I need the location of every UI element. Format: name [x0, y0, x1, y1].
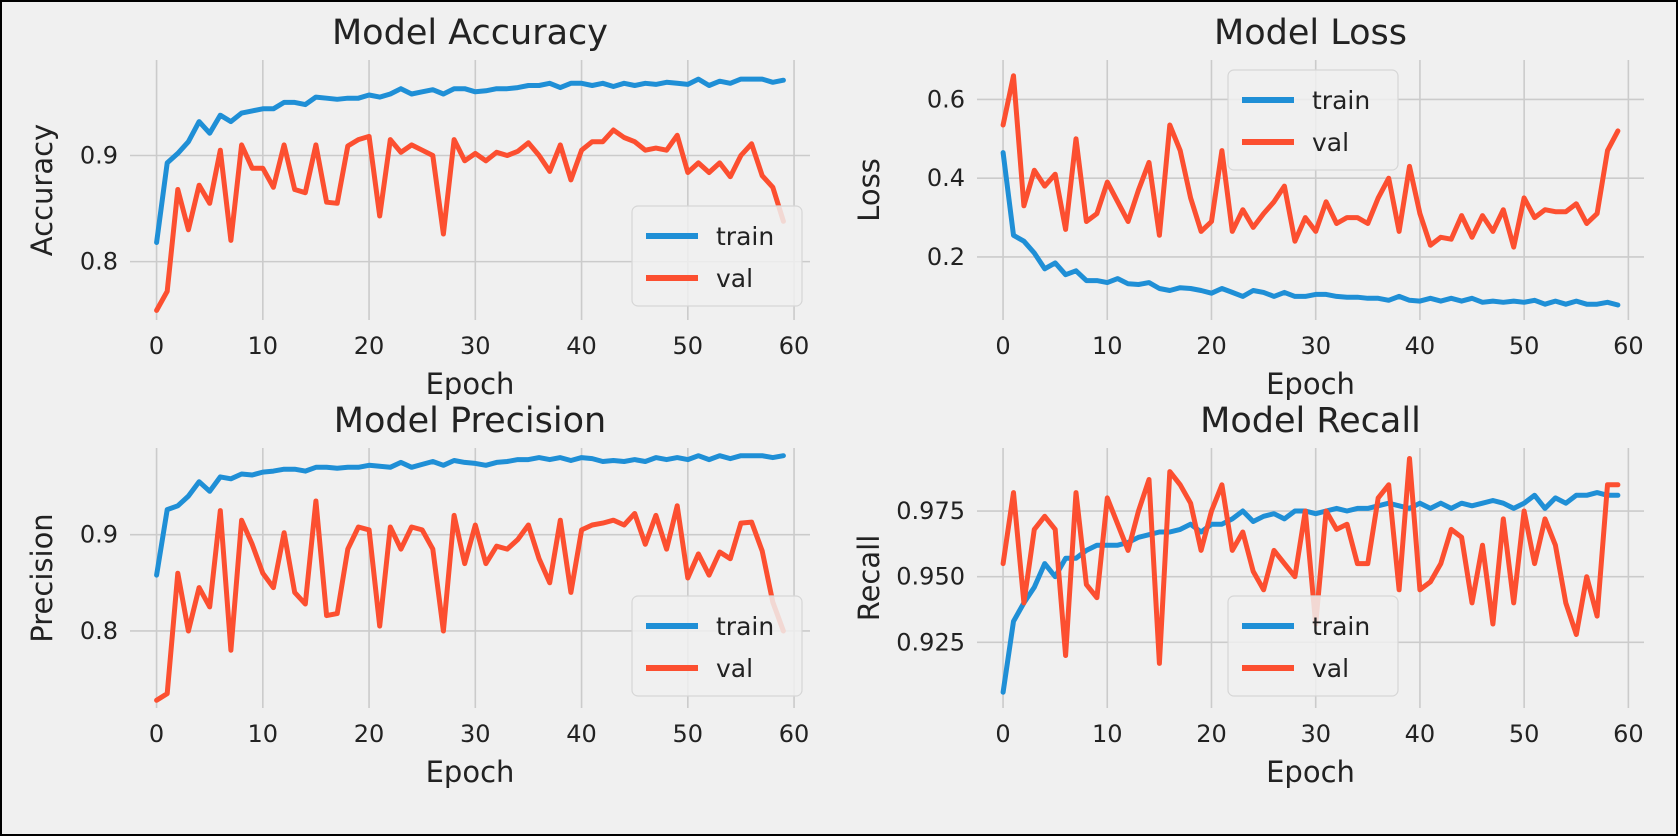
y-tick-label: 0.925: [896, 628, 965, 656]
subplot-1: 0 10 20 30 40 50 60 0.2 0.4 0.6 Model Loss Epoch Los…: [852, 13, 1644, 401]
legend-label-val: val: [716, 654, 753, 683]
series-line-train: [154, 76, 786, 245]
x-tick-label: 20: [354, 332, 385, 360]
x-tick-label: 30: [1300, 720, 1331, 748]
x-tick-label: 30: [1300, 332, 1331, 360]
y-tick-label: 0.2: [927, 243, 965, 271]
legend-label-val: val: [716, 264, 753, 293]
x-tick-label: 10: [248, 332, 279, 360]
subplot-2: 0 10 20 30 40 50 60 0.8 0.9 Model Precision Epoch P…: [25, 401, 810, 789]
x-tick-label: 40: [1405, 332, 1436, 360]
y-tick-label: 0.8: [80, 617, 118, 645]
x-axis-label: Epoch: [1266, 367, 1355, 401]
y-tick-label: 0.950: [896, 563, 965, 591]
legend-label-train: train: [1312, 86, 1370, 115]
y-tick-label: 0.975: [896, 497, 965, 525]
x-tick-label: 40: [1405, 720, 1436, 748]
x-tick-label: 20: [1196, 332, 1227, 360]
chart-title: Model Precision: [334, 401, 606, 441]
x-tick-label: 50: [673, 332, 704, 360]
x-tick-label: 20: [1196, 720, 1227, 748]
series-line-train: [1000, 150, 1621, 308]
y-tick-label: 0.4: [927, 164, 965, 192]
legend-label-val: val: [1312, 128, 1349, 157]
x-axis-label: Epoch: [1266, 755, 1355, 789]
legend-label-train: train: [1312, 612, 1370, 641]
y-axis-label: Precision: [25, 513, 59, 642]
legend-label-train: train: [716, 612, 774, 641]
y-tick-label: 0.9: [80, 142, 118, 170]
legend: train val: [1227, 69, 1399, 171]
x-tick-label: 0: [149, 332, 164, 360]
series-line-val: [1000, 73, 1621, 250]
x-tick-label: 50: [673, 720, 704, 748]
subplot-3: 0 10 20 30 40 50 60 0.925 0.950 0.975 Model Recall…: [852, 401, 1644, 789]
chart-title: Model Loss: [1214, 13, 1407, 53]
x-tick-label: 60: [1613, 720, 1644, 748]
x-tick-label: 0: [149, 720, 164, 748]
legend: train val: [631, 205, 803, 307]
x-tick-label: 10: [248, 720, 279, 748]
x-tick-label: 50: [1509, 332, 1540, 360]
x-tick-label: 0: [995, 332, 1010, 360]
x-tick-label: 40: [566, 332, 597, 360]
x-tick-label: 60: [779, 720, 810, 748]
x-tick-label: 30: [460, 720, 491, 748]
y-tick-label: 0.8: [80, 248, 118, 276]
x-tick-label: 60: [779, 332, 810, 360]
series-line-val: [1000, 456, 1621, 666]
legend-label-train: train: [716, 222, 774, 251]
legend: train val: [631, 595, 803, 697]
series-line-val: [154, 127, 786, 313]
x-tick-label: 50: [1509, 720, 1540, 748]
subplot-0: 0 10 20 30 40 50 60 0.8 0.9 Model Accuracy Epoch Ac…: [25, 13, 810, 401]
x-tick-label: 10: [1092, 720, 1123, 748]
legend-label-val: val: [1312, 654, 1349, 683]
legend: train val: [1227, 595, 1399, 697]
x-tick-label: 20: [354, 720, 385, 748]
series-line-val: [154, 498, 786, 703]
y-axis-label: Recall: [852, 535, 886, 622]
chart-title: Model Accuracy: [332, 13, 608, 53]
x-tick-label: 40: [566, 720, 597, 748]
chart-title: Model Recall: [1200, 401, 1421, 441]
x-tick-label: 0: [995, 720, 1010, 748]
y-tick-label: 0.9: [80, 521, 118, 549]
y-axis-label: Loss: [852, 158, 886, 222]
series-line-train: [154, 453, 786, 578]
series-line-train: [1000, 490, 1621, 695]
y-axis-label: Accuracy: [25, 124, 59, 256]
y-tick-label: 0.6: [927, 85, 965, 113]
x-tick-label: 60: [1613, 332, 1644, 360]
x-tick-label: 10: [1092, 332, 1123, 360]
x-axis-label: Epoch: [426, 755, 515, 789]
x-axis-label: Epoch: [426, 367, 515, 401]
x-tick-label: 30: [460, 332, 491, 360]
